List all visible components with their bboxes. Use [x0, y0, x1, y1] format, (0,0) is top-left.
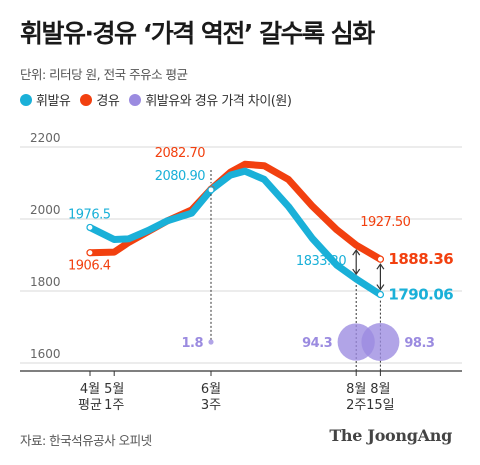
legend-item-gap: 휘발유와 경유 가격 차이(원) — [129, 90, 292, 109]
legend-label-gap: 휘발유와 경유 가격 차이(원) — [145, 94, 292, 109]
brand-logo: The JoongAng — [329, 426, 452, 445]
legend-dot-diesel — [80, 93, 93, 106]
x-tick-label-4-1: 15일 — [366, 398, 395, 413]
legend-item-gasoline: 휘발유 — [20, 90, 71, 109]
gap-arrowhead-up-12 — [376, 263, 385, 270]
x-tick-label-2-1: 3주 — [201, 398, 221, 413]
gap-arrowhead-down-12 — [376, 284, 385, 291]
gap-bubble-0 — [208, 339, 214, 345]
y-tick-label-1800: 1800 — [30, 275, 61, 289]
x-tick-label-3-1: 2주 — [346, 398, 366, 413]
gap-value-label-0: 1.8 — [181, 336, 203, 351]
point-marker-0 — [86, 223, 94, 232]
y-tick-label-1600: 1600 — [30, 347, 61, 361]
chart-title: 휘발유·경유 ‘가격 역전’ 갈수록 심화 — [20, 19, 375, 48]
y-tick-label-2200: 2200 — [30, 131, 61, 145]
x-tick-label-0-1: 평균 — [78, 398, 102, 413]
gap-value-label-2: 98.3 — [404, 336, 435, 351]
legend-dot-gap — [129, 93, 142, 106]
source-note: 자료: 한국석유공사 오피넷 — [20, 433, 152, 448]
gap-arrowhead-down-11 — [352, 268, 361, 276]
gap-arrowhead-up-11 — [352, 249, 361, 256]
series-line-diesel — [86, 160, 384, 263]
legend-item-diesel: 경유 — [80, 90, 120, 109]
point-label-6: 1888.36 — [388, 250, 453, 268]
legend: 휘발유 경유 휘발유와 경유 가격 차이(원) — [20, 90, 301, 109]
series-line-gasoline — [86, 167, 384, 299]
point-marker-3 — [207, 186, 215, 194]
y-tick-label-2000: 2000 — [30, 203, 61, 217]
point-label-1: 1906.4 — [68, 259, 111, 274]
point-label-5: 1833.20 — [296, 254, 346, 269]
point-label-3: 2080.90 — [155, 169, 205, 184]
gap-value-label-1: 94.3 — [302, 336, 333, 351]
legend-dot-gasoline — [20, 93, 32, 106]
point-marker-1 — [86, 249, 94, 257]
point-label-4: 1927.50 — [360, 215, 410, 230]
point-marker-4 — [376, 255, 384, 263]
point-marker-5 — [376, 290, 384, 299]
x-tick-label-1-1: 1주 — [104, 398, 124, 413]
x-tick-label-4-0: 8월 — [370, 382, 390, 397]
point-label-2: 2082.70 — [155, 146, 205, 161]
x-tick-label-0-0: 4월 — [80, 382, 100, 397]
point-label-7: 1790.06 — [388, 286, 453, 304]
point-label-0: 1976.5 — [68, 207, 111, 222]
gap-bubble-2 — [361, 323, 400, 361]
x-tick-label-2-0: 6월 — [201, 382, 221, 397]
legend-label-gasoline: 휘발유 — [36, 94, 71, 109]
x-tick-label-1-0: 5월 — [104, 382, 124, 397]
x-tick-label-3-0: 8월 — [346, 382, 366, 397]
unit-label: 단위: 리터당 원, 전국 주유소 평균 — [20, 67, 188, 82]
legend-label-diesel: 경유 — [96, 94, 120, 109]
